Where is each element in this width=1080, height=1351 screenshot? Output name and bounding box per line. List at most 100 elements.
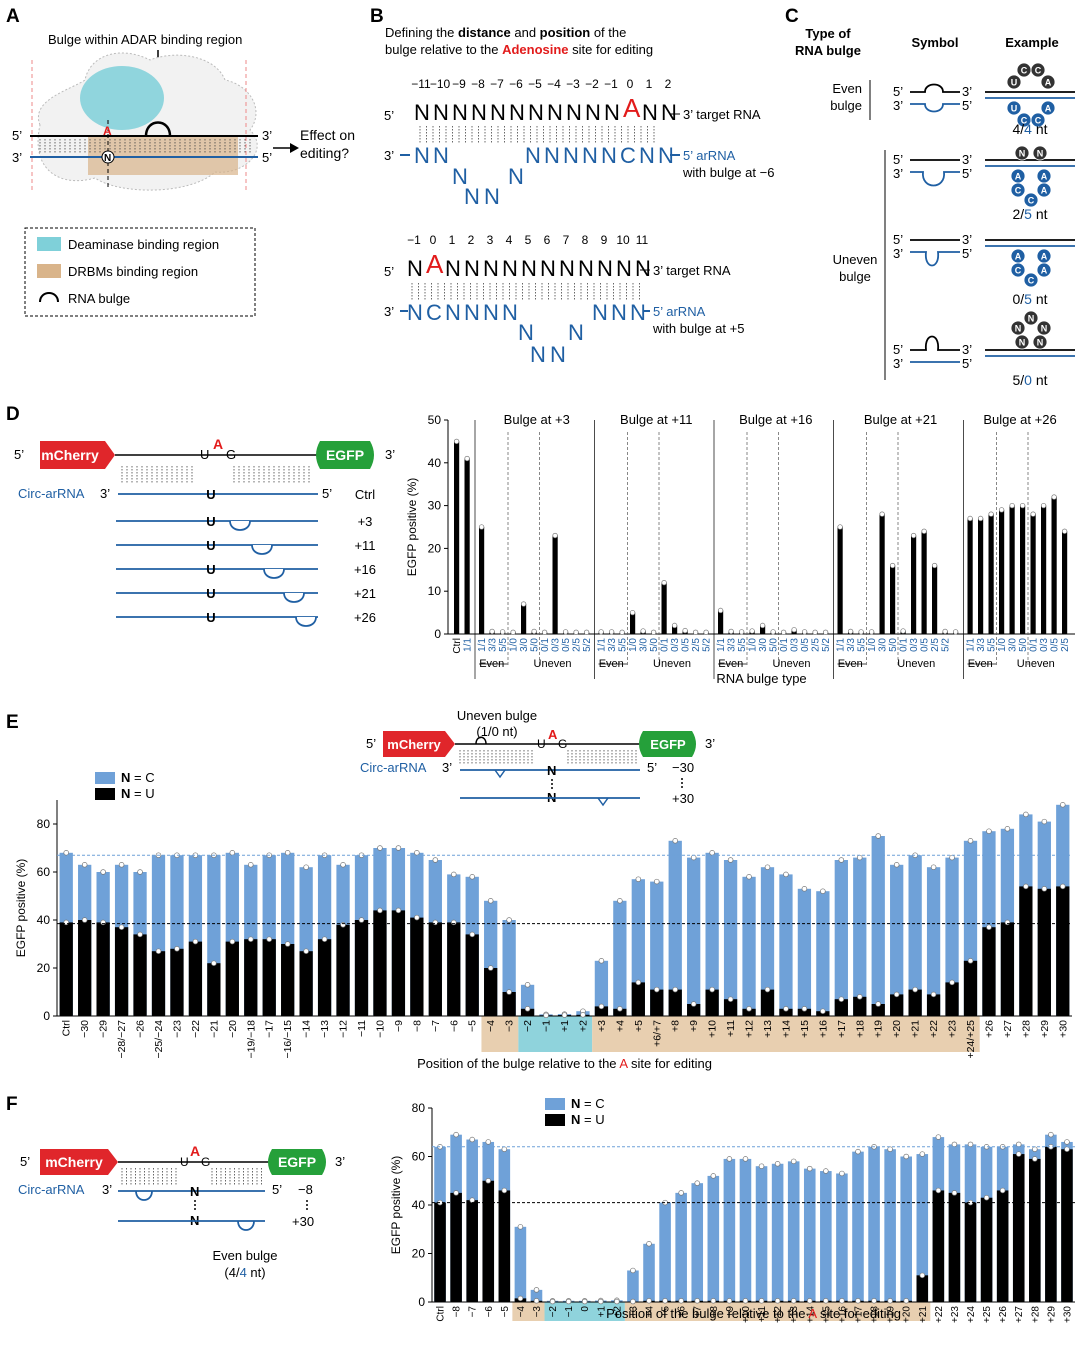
chart-f-ytick: 80 [412,1101,426,1115]
chart-e-xtick: +26 [983,1020,995,1038]
c-even-2: bulge [830,98,862,113]
chart-e-xtick: −17 [264,1020,276,1038]
panel-letter-c: C [785,6,799,27]
b-arr1-base: C [620,143,636,168]
b-arrna-note-1: with bulge at −6 [682,165,774,180]
chart-e-bar-u [484,968,497,1016]
f-even-ratio: (4/4 nt) [224,1265,265,1280]
chart-e-xtick: −7 [430,1020,442,1032]
chart-e-xtick: +15 [799,1020,811,1038]
chart-e-dot-u [230,939,235,944]
chart-e-bar-c [724,860,737,1016]
d-xtick: 0/5 [800,638,811,652]
chart-f-dot-u [807,1298,812,1303]
chart-e-bar-u [78,920,91,1016]
d-ytick: 50 [428,413,442,427]
b-arr1-loop-base: N [508,164,524,189]
d-bar-dot [490,629,495,634]
f-egfp: EGFP [278,1154,316,1170]
chart-e-bar-u [152,951,165,1016]
chart-f-legend-label: N = U [571,1112,605,1127]
d-bar-dot [838,525,843,530]
d-group-title: Bulge at +21 [864,412,937,427]
d-xtick: 1/0 [628,638,639,652]
chart-f-xtick: 0 [580,1306,591,1312]
chart-e-dot-u [1060,884,1065,889]
d-bar [521,604,526,634]
chart-f-ytick: 40 [412,1198,426,1212]
chart-f-dot-u [711,1298,716,1303]
chart-f-dot-c [534,1287,539,1292]
d-xtick: 1/0 [509,638,520,652]
chart-e-xtick: −26 [135,1020,147,1038]
chart-f-xtick: +26 [998,1306,1009,1323]
chart-e-dot-c [654,879,659,884]
chart-e-xtick: +9 [688,1020,700,1032]
b-seq2-base: N [502,256,518,281]
d-bar [465,459,470,634]
chart-f-bar-c [740,1159,752,1302]
chart-e-bar-u [96,922,109,1016]
f-circ-five: 5’ [272,1182,282,1197]
d-bar [1020,506,1025,634]
d-bar-dot [760,623,765,628]
d-bar-dot [911,533,916,538]
b-bottom-position-label: 4 [506,233,513,247]
chart-e-xtick: +22 [928,1020,940,1038]
d-bar [718,610,723,634]
panel-a: Bulge within ADAR binding region 5’ 3’ 3… [12,32,355,316]
b-arr1-base: N [414,143,430,168]
chart-e-dot-c [230,850,235,855]
b-top-position-label: −4 [547,77,561,91]
f-u: U [180,1155,189,1169]
b-seq2-base: N [559,256,575,281]
c-ratio-label: 2/5 nt [1012,206,1047,222]
d-xtick: 0/5 [681,638,692,652]
b-arr1-base: N [563,143,579,168]
chart-f-bar-c [868,1147,880,1302]
chart-e-bar-u [982,927,995,1016]
d-ytick: 30 [428,499,442,513]
chart-f-dot-u [727,1298,732,1303]
b-title-line2: bulge relative to the Adenosine site for… [385,42,653,57]
chart-e-legend-label: N = C [121,770,155,785]
chart-e-bar-u [226,942,239,1016]
b-bottom-position-label: 9 [601,233,608,247]
d-even-label: Even [838,658,863,670]
chart-f-dot-c [936,1135,941,1140]
e-u: U [537,737,546,751]
d-bar-dot [651,630,656,635]
chart-f-dot-u [823,1298,828,1303]
d-bar-dot [1041,503,1046,508]
d-bar-dot [1052,495,1057,500]
panel-c: Type of RNA bulge Symbol Example Even bu… [795,26,1075,388]
d-bar-dot [781,630,786,635]
b-arr1-base: N [525,143,541,168]
d-bar [454,441,459,634]
chart-f-dot-u [952,1190,957,1195]
chart-e-dot-u [267,937,272,942]
chart-e-xtick: −13 [319,1020,331,1038]
f-a: A [190,1143,200,1159]
d-bar [662,583,667,634]
d-bar-dot [454,439,459,444]
b-seq1-base: N [566,100,582,125]
chart-e-dot-c [710,850,715,855]
b-seq2-five: 5’ [384,264,394,279]
chart-f-xtick: −7 [468,1306,479,1318]
e-a: A [548,727,558,742]
chart-e-bar-u [927,994,940,1016]
chart-f-bar-c [675,1193,687,1302]
chart-e-xtick: +8 [670,1020,682,1032]
c-example-bead: A [1041,266,1048,276]
chart-f-xtick: −8 [452,1306,463,1318]
c-example-bead: A [1041,172,1048,182]
b-arr1-base: N [433,143,449,168]
d-bar-dot [1062,529,1067,534]
d-xtick: 0/1 [660,638,671,652]
d-xtick: 3/0 [878,638,889,652]
b-top-position-label: 1 [646,77,653,91]
chart-e-xtick: −22 [190,1020,202,1038]
chart-f-dot-u [631,1299,636,1304]
